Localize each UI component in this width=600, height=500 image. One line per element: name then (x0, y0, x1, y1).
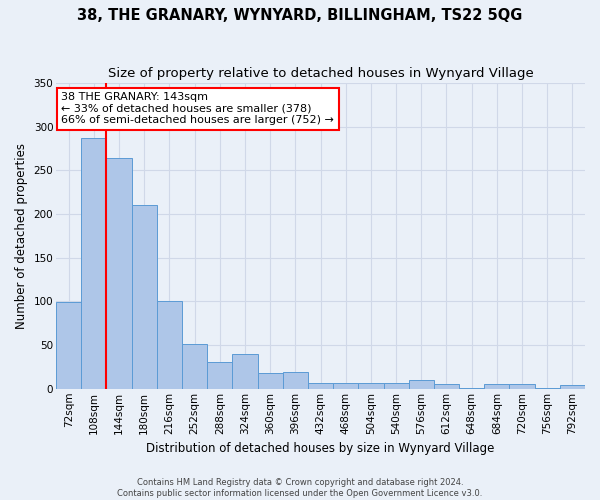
Text: 38 THE GRANARY: 143sqm
← 33% of detached houses are smaller (378)
66% of semi-de: 38 THE GRANARY: 143sqm ← 33% of detached… (61, 92, 334, 126)
Bar (182, 344, 207, 389)
Bar (232, 354, 257, 389)
Bar (560, 386, 585, 389)
Bar (56, 302, 81, 389)
Bar (459, 388, 484, 389)
Bar (409, 380, 434, 389)
Y-axis label: Number of detached properties: Number of detached properties (15, 143, 28, 329)
Bar (509, 384, 535, 389)
Bar (535, 388, 560, 389)
Bar (81, 138, 106, 389)
Bar (308, 382, 333, 389)
Bar (131, 206, 157, 389)
Bar (257, 373, 283, 389)
Bar (484, 384, 509, 389)
Bar (106, 158, 131, 389)
Bar (434, 384, 459, 389)
Title: Size of property relative to detached houses in Wynyard Village: Size of property relative to detached ho… (107, 68, 533, 80)
Bar (333, 382, 358, 389)
Bar (383, 382, 409, 389)
Text: 38, THE GRANARY, WYNYARD, BILLINGHAM, TS22 5QG: 38, THE GRANARY, WYNYARD, BILLINGHAM, TS… (77, 8, 523, 22)
Bar (283, 372, 308, 389)
Bar (358, 382, 383, 389)
Bar (207, 362, 232, 389)
X-axis label: Distribution of detached houses by size in Wynyard Village: Distribution of detached houses by size … (146, 442, 495, 455)
Text: Contains HM Land Registry data © Crown copyright and database right 2024.
Contai: Contains HM Land Registry data © Crown c… (118, 478, 482, 498)
Bar (157, 300, 182, 389)
